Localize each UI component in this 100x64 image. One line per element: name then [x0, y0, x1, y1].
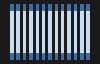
Bar: [55, 4, 58, 11]
Bar: [86, 53, 90, 60]
Bar: [67, 53, 71, 60]
Bar: [16, 4, 20, 11]
Bar: [48, 11, 52, 53]
Bar: [55, 53, 58, 60]
Bar: [16, 11, 20, 53]
Bar: [42, 53, 45, 60]
Bar: [36, 11, 39, 53]
Bar: [23, 4, 26, 11]
Bar: [74, 53, 77, 60]
Bar: [55, 11, 58, 53]
Bar: [10, 53, 14, 60]
Bar: [67, 4, 71, 11]
Bar: [61, 53, 64, 60]
Bar: [36, 53, 39, 60]
Bar: [61, 11, 64, 53]
Bar: [29, 53, 33, 60]
Bar: [23, 11, 26, 53]
Bar: [42, 11, 45, 53]
Bar: [80, 53, 84, 60]
Bar: [74, 11, 77, 53]
Bar: [67, 11, 71, 53]
Bar: [23, 53, 26, 60]
Bar: [86, 4, 90, 11]
Bar: [16, 53, 20, 60]
Bar: [10, 11, 14, 53]
Bar: [29, 4, 33, 11]
Bar: [74, 4, 77, 11]
Bar: [61, 4, 64, 11]
Bar: [36, 4, 39, 11]
Bar: [42, 4, 45, 11]
Bar: [29, 11, 33, 53]
Bar: [86, 11, 90, 53]
Bar: [10, 4, 14, 11]
Bar: [48, 4, 52, 11]
Bar: [80, 4, 84, 11]
Bar: [48, 53, 52, 60]
Bar: [80, 11, 84, 53]
